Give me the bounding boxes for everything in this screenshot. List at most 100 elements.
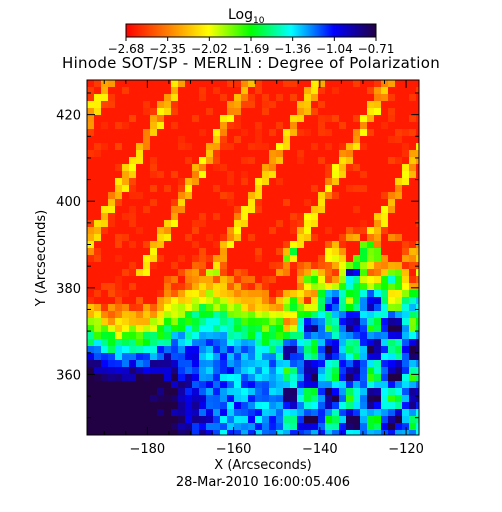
heatmap-cell <box>178 283 185 290</box>
heatmap-cell <box>87 416 94 423</box>
heatmap-cell <box>108 388 115 395</box>
heatmap-cell <box>297 241 304 248</box>
heatmap-cell <box>115 360 122 367</box>
heatmap-cell <box>129 353 136 360</box>
heatmap-cell <box>360 227 367 234</box>
heatmap-cell <box>248 374 255 381</box>
heatmap-cell <box>150 409 157 416</box>
y-tick-label: 360 <box>56 368 81 383</box>
heatmap-cell <box>227 276 234 283</box>
heatmap-cell <box>234 409 241 416</box>
heatmap-cell <box>178 430 185 435</box>
heatmap-cell <box>346 402 353 409</box>
heatmap-cell <box>381 297 388 304</box>
heatmap-cell <box>157 395 164 402</box>
heatmap-cell <box>227 374 234 381</box>
heatmap-cell <box>192 395 199 402</box>
heatmap-cell <box>227 388 234 395</box>
heatmap-cell <box>339 339 346 346</box>
heatmap-cell <box>325 192 332 199</box>
heatmap-cell <box>416 157 419 164</box>
heatmap-cell <box>220 430 227 435</box>
heatmap-cell <box>206 234 213 241</box>
heatmap-cell <box>164 409 171 416</box>
heatmap-cell <box>185 192 192 199</box>
heatmap-cell <box>157 430 164 435</box>
heatmap-cell <box>395 178 402 185</box>
heatmap-cell <box>416 150 419 157</box>
heatmap-cell <box>360 171 367 178</box>
heatmap-cell <box>157 423 164 430</box>
heatmap-cell <box>115 304 122 311</box>
heatmap-cell <box>367 227 374 234</box>
heatmap-cell <box>255 395 262 402</box>
heatmap-cell <box>290 325 297 332</box>
heatmap-cell <box>178 318 185 325</box>
heatmap-cell <box>143 416 150 423</box>
heatmap-cell <box>353 367 360 374</box>
heatmap-cell <box>150 157 157 164</box>
heatmap-cell <box>122 388 129 395</box>
heatmap-cell <box>325 276 332 283</box>
heatmap-cell <box>374 276 381 283</box>
heatmap-cell <box>416 395 419 402</box>
heatmap-cell <box>241 367 248 374</box>
heatmap-cell <box>339 283 346 290</box>
heatmap-cell <box>241 304 248 311</box>
heatmap-cell <box>402 269 409 276</box>
heatmap-cell <box>332 283 339 290</box>
heatmap-cell <box>262 346 269 353</box>
heatmap-cell <box>409 241 416 248</box>
heatmap-cell <box>409 304 416 311</box>
heatmap-cell <box>332 325 339 332</box>
heatmap-cell <box>171 101 178 108</box>
heatmap-cell <box>255 430 262 435</box>
heatmap-cell <box>115 234 122 241</box>
heatmap-cell <box>129 164 136 171</box>
heatmap-cell <box>192 381 199 388</box>
heatmap-cell <box>101 283 108 290</box>
heatmap-cell <box>115 276 122 283</box>
heatmap-cell <box>416 311 419 318</box>
heatmap-cell <box>129 416 136 423</box>
heatmap-cell <box>283 416 290 423</box>
heatmap-cell <box>290 94 297 101</box>
heatmap-cell <box>206 332 213 339</box>
heatmap-cell <box>101 353 108 360</box>
heatmap-cell <box>192 416 199 423</box>
heatmap-cell <box>87 115 94 122</box>
heatmap-cell <box>164 94 171 101</box>
heatmap-cell <box>234 269 241 276</box>
heatmap-cell <box>290 409 297 416</box>
heatmap-cell <box>367 353 374 360</box>
heatmap-cell <box>318 115 325 122</box>
heatmap-cell <box>304 318 311 325</box>
heatmap-cell <box>297 290 304 297</box>
heatmap-cell <box>276 346 283 353</box>
heatmap-cell <box>346 290 353 297</box>
heatmap-cell <box>255 360 262 367</box>
heatmap-cell <box>234 332 241 339</box>
heatmap-cell <box>262 101 269 108</box>
heatmap-cell <box>311 409 318 416</box>
heatmap-cell <box>234 304 241 311</box>
heatmap-cell <box>192 423 199 430</box>
heatmap-cell <box>150 416 157 423</box>
heatmap-cell <box>374 367 381 374</box>
heatmap-cell <box>199 325 206 332</box>
heatmap-cell <box>283 248 290 255</box>
heatmap-cell <box>192 178 199 185</box>
heatmap-cell <box>115 423 122 430</box>
heatmap-cell <box>164 318 171 325</box>
heatmap-cell <box>402 430 409 435</box>
heatmap-cell <box>311 332 318 339</box>
heatmap-cell <box>213 430 220 435</box>
heatmap-cell <box>283 360 290 367</box>
heatmap-cell <box>262 409 269 416</box>
heatmap-cell <box>374 430 381 435</box>
heatmap-cell <box>143 269 150 276</box>
heatmap-cell <box>241 353 248 360</box>
heatmap-cell <box>395 234 402 241</box>
heatmap-cell <box>199 157 206 164</box>
heatmap-cell <box>150 346 157 353</box>
